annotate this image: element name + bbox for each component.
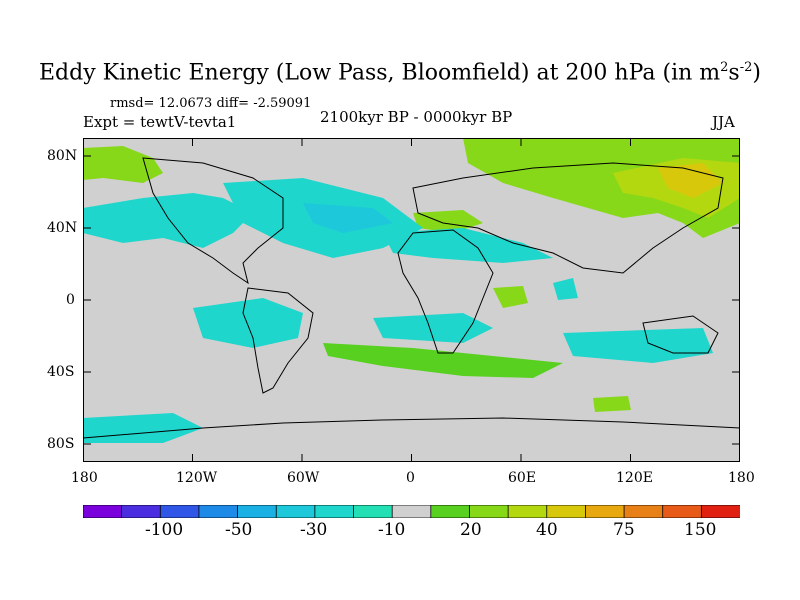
ne-asia-max-region (658, 163, 723, 198)
lon-tick-60e: 60E (508, 470, 537, 486)
indian-ocean-negative-region (553, 278, 578, 300)
lon-tick-120w: 120W (176, 470, 218, 486)
colorbar-label-40: 40 (536, 520, 558, 540)
arabian-sea-positive-region (493, 286, 528, 308)
axis-ticks (83, 138, 740, 462)
colorbar-label-20: 20 (460, 520, 482, 540)
colorbar-swatch (121, 505, 162, 518)
north-atlantic-core-region (303, 203, 393, 233)
africa-outline (397, 229, 494, 354)
lon-tick-180e: 180 (728, 470, 755, 486)
period-label: 2100kyr BP - 0000kyr BP (320, 108, 513, 126)
colorbar-swatch (391, 505, 432, 518)
arctic-pacific-positive-region (83, 146, 163, 183)
colorbar-swatch (469, 505, 510, 518)
colorbar-swatch (662, 505, 703, 518)
south-pacific-negative-region (193, 298, 303, 348)
season-label: JJA (712, 113, 735, 131)
south-atlantic-positive-region (323, 343, 563, 378)
lon-tick-0: 0 (406, 470, 415, 486)
colorbar-label-minus-10: -10 (378, 520, 406, 540)
colorbar-swatch (700, 505, 740, 518)
colorbar-swatch (430, 505, 471, 518)
colorbar-swatch (314, 505, 355, 518)
map-plot (83, 138, 740, 462)
colorbar-label-minus-50: -50 (225, 520, 253, 540)
colorbar-swatch (83, 505, 123, 518)
colorbar-swatch (623, 505, 664, 518)
australia-outline (642, 315, 719, 354)
eurasia-outline (412, 162, 724, 274)
rmsd-label: rmsd= 12.0673 diff= -2.59091 (110, 96, 312, 111)
colorbar-swatch (198, 505, 239, 518)
north-pacific-negative-region (83, 193, 253, 248)
south-indian-negative-region (563, 328, 713, 363)
north-america-outline (142, 157, 284, 285)
colorbar-label-minus-100: -100 (145, 520, 184, 540)
lat-tick-80n: 80N (47, 148, 78, 164)
colorbar-label-150: 150 (684, 520, 717, 540)
southern-ocean-positive-region (593, 396, 631, 412)
lat-tick-40s: 40S (47, 364, 75, 380)
experiment-label: Expt = tewtV-tevta1 (83, 113, 237, 131)
colorbar-swatch (585, 505, 625, 518)
mediterranean-positive-region (413, 210, 483, 233)
south-america-outline (242, 287, 314, 394)
colorbar-swatch (546, 505, 587, 518)
colorbar-swatch (159, 505, 200, 518)
lon-tick-60w: 60W (287, 470, 320, 486)
antarctica-outline (83, 417, 740, 462)
colorbar-swatch (507, 505, 548, 518)
colorbar-label-minus-30: -30 (300, 520, 328, 540)
plot-title: Eddy Kinetic Energy (Low Pass, Bloomfiel… (39, 60, 761, 86)
colorbar-swatch (275, 505, 316, 518)
lat-tick-40n: 40N (47, 220, 78, 236)
lat-tick-80s: 80S (47, 436, 75, 452)
coastlines (83, 157, 740, 462)
north-africa-negative-region (383, 228, 553, 263)
colorbar (83, 505, 740, 518)
south-atlantic-negative-region (373, 313, 493, 343)
colorbar-swatch (353, 505, 394, 518)
lat-tick-0: 0 (66, 292, 75, 308)
lon-tick-120e: 120E (616, 470, 653, 486)
colorbar-swatch (237, 505, 278, 518)
colorbar-label-75: 75 (613, 520, 635, 540)
lon-tick-180w: 180 (71, 470, 98, 486)
